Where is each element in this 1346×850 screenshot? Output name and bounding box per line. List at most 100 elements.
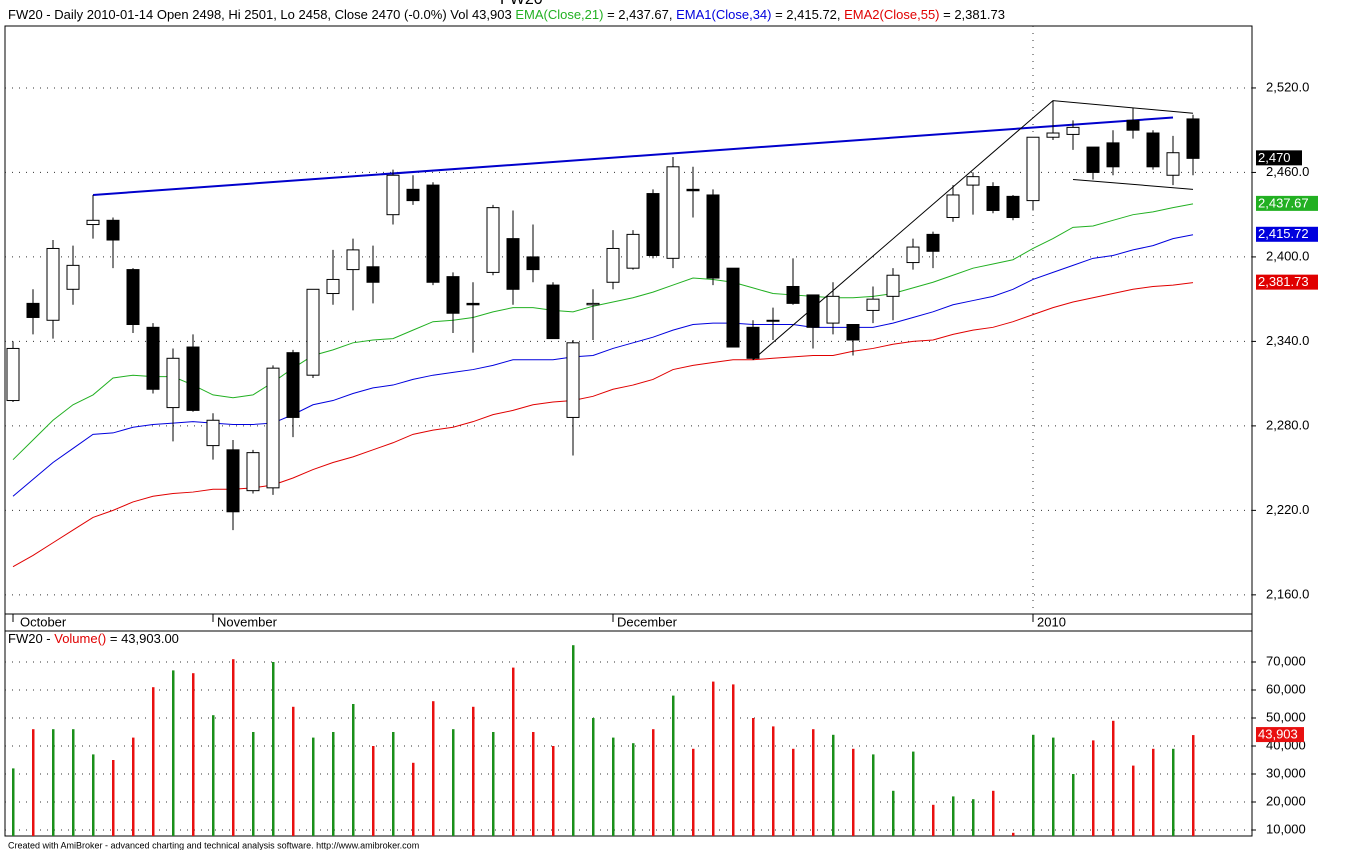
y-tick-label: 2,340.0	[1266, 333, 1309, 348]
volume-bar	[792, 748, 795, 836]
volume-frame	[4, 630, 1253, 837]
candle-body	[1046, 132, 1060, 138]
candle-body	[1106, 142, 1120, 168]
volume-bar	[492, 731, 495, 836]
y-tick-label: 2,520.0	[1266, 79, 1309, 94]
candle-body	[966, 176, 980, 186]
volume-bar	[1192, 735, 1195, 836]
candle-body	[46, 247, 60, 321]
candle-body	[406, 188, 420, 202]
header-segment: = 2,437.67,	[603, 7, 676, 22]
last-value-box	[1256, 226, 1318, 242]
candle-body	[366, 266, 380, 283]
candle-body	[546, 284, 560, 340]
last-value-label: 2,381.73	[1258, 274, 1309, 289]
candle-body	[1166, 152, 1180, 176]
candle-body	[1066, 126, 1080, 135]
volume-bar	[992, 790, 995, 836]
candle-body	[906, 246, 920, 264]
candle-body	[1006, 195, 1020, 218]
candle-body	[466, 302, 480, 306]
volume-bar	[1032, 734, 1035, 836]
volume-bar	[232, 659, 235, 836]
candle-body	[486, 207, 500, 273]
candle-body	[586, 302, 600, 306]
volume-bar	[652, 729, 655, 836]
volume-bar	[132, 737, 135, 836]
x-tick-label: November	[217, 614, 278, 629]
volume-bar	[272, 661, 275, 836]
candle-body	[126, 269, 140, 326]
header-segment: = 2,381.73	[940, 7, 1005, 22]
candle-body	[1026, 136, 1040, 202]
header-segment: EMA(Close,21)	[515, 7, 603, 22]
candle-body	[1086, 146, 1100, 173]
volume-bar	[752, 717, 755, 836]
volume-bar	[1072, 773, 1075, 836]
volume-bar	[672, 695, 675, 836]
volume-bar	[1172, 748, 1175, 836]
volume-bar	[1132, 765, 1135, 836]
header-segment: EMA1(Close,34)	[676, 7, 771, 22]
volume-header: FW20 - Volume() = 43,903.00	[8, 631, 179, 646]
footer: Created with AmiBroker - advanced charti…	[8, 840, 419, 850]
candle-body	[806, 294, 820, 328]
volume-bar	[332, 731, 335, 836]
candle-body	[726, 267, 740, 348]
candle-body	[986, 186, 1000, 211]
y-tick-label: 20,000	[1266, 793, 1306, 808]
candle-body	[446, 276, 460, 314]
volume-bar	[692, 748, 695, 836]
volume-bar	[352, 703, 355, 836]
volume-bar	[552, 745, 555, 836]
candle-body	[706, 194, 720, 279]
candle-body	[286, 352, 300, 418]
volume-bar	[72, 729, 75, 836]
volume-bar	[52, 729, 55, 836]
header-segment: FW20 - Daily 2010-01-14 Open 2498, Hi 25…	[8, 7, 515, 22]
volume-bar	[1152, 748, 1155, 836]
candle-body	[386, 174, 400, 216]
candle-body	[66, 264, 80, 290]
volume-bar	[212, 715, 215, 836]
candle-body	[626, 233, 640, 269]
candle-body	[526, 256, 540, 271]
volume-bar	[1052, 737, 1055, 836]
candle-body	[606, 247, 620, 283]
last-value-box	[1256, 727, 1304, 743]
volume-bar	[832, 734, 835, 836]
candle-body	[766, 319, 780, 322]
volume-bar	[152, 687, 155, 836]
candle-body	[246, 452, 260, 492]
last-value-box	[1256, 195, 1318, 211]
candle-body	[506, 238, 520, 290]
volume-bar	[772, 726, 775, 836]
trendline	[752, 100, 1194, 361]
candle-body	[786, 285, 800, 304]
header-segment: FW20 -	[8, 631, 54, 646]
volume-bar	[12, 768, 15, 836]
candle-body	[1126, 119, 1140, 131]
y-tick-label: 30,000	[1266, 765, 1306, 780]
volume-bar	[1112, 720, 1115, 836]
last-value-box	[1256, 274, 1318, 290]
volume-bar	[592, 717, 595, 836]
header: FW20 - Daily 2010-01-14 Open 2498, Hi 25…	[8, 7, 1005, 22]
header-segment: Volume()	[54, 631, 106, 646]
volume-bar	[532, 731, 535, 836]
candle-body	[886, 274, 900, 297]
candle-body	[926, 233, 940, 252]
candle-body	[206, 419, 220, 447]
candle-body	[566, 342, 580, 418]
candle-body	[666, 166, 680, 259]
y-tick-label: 2,400.0	[1266, 248, 1309, 263]
candle-body	[226, 449, 240, 513]
candle-body	[1146, 132, 1160, 168]
candle-body	[826, 295, 840, 324]
volume-bar	[412, 762, 415, 836]
candle-body	[146, 326, 160, 390]
ema-line	[12, 282, 1194, 568]
volume-bar	[252, 731, 255, 836]
candle-body	[106, 219, 120, 241]
